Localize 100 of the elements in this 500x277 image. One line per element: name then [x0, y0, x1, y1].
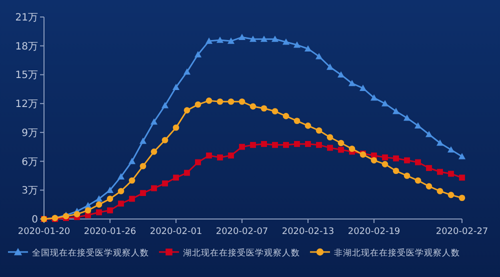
point	[327, 144, 333, 151]
point	[392, 168, 400, 174]
point	[250, 36, 256, 42]
point	[382, 100, 388, 106]
point	[458, 152, 466, 160]
point	[206, 38, 212, 44]
point	[316, 127, 322, 134]
point	[316, 142, 322, 148]
y-tick-label: 21万	[15, 12, 38, 24]
point	[216, 98, 224, 105]
point	[272, 142, 278, 148]
point	[348, 146, 356, 152]
point	[360, 84, 366, 91]
point	[426, 165, 432, 171]
point	[294, 41, 300, 48]
point	[107, 207, 113, 214]
point	[150, 118, 158, 125]
x-tick-label: 2020-02-01	[150, 227, 202, 237]
y-tick-label: 9万	[22, 128, 38, 139]
point	[128, 177, 136, 184]
point	[459, 174, 465, 181]
point	[426, 183, 432, 190]
point	[239, 144, 245, 150]
x-tick-label: 2020-02-27	[436, 227, 488, 237]
y-tick-label: 3万	[22, 186, 38, 197]
point	[172, 84, 180, 90]
y-tick-label: 0	[32, 214, 38, 226]
point	[338, 71, 344, 78]
point	[260, 36, 268, 42]
legend-label: 湖北现在在接受医学观察人数	[183, 248, 300, 258]
point	[294, 140, 300, 147]
point	[228, 98, 234, 105]
y-tick-label: 18万	[15, 41, 38, 52]
point	[128, 158, 136, 164]
point	[106, 186, 114, 193]
point	[162, 180, 168, 186]
point	[118, 173, 124, 180]
point	[370, 94, 378, 101]
point	[250, 142, 256, 148]
point	[338, 146, 344, 153]
point	[140, 138, 146, 144]
legend-label: 全国现在在接受医学观察人数	[32, 248, 149, 258]
point	[206, 98, 212, 104]
x-tick-label: 2020-01-26	[84, 227, 136, 237]
point	[305, 140, 311, 147]
point	[414, 122, 422, 128]
x-tick-label: 2020-02-13	[282, 227, 334, 237]
point	[238, 98, 246, 105]
point	[436, 188, 444, 194]
point	[184, 68, 190, 75]
point	[140, 190, 146, 196]
point	[106, 196, 114, 202]
point	[404, 114, 410, 121]
y-tick-label: 12万	[15, 99, 38, 110]
point	[414, 177, 422, 184]
point	[238, 34, 246, 40]
point	[184, 170, 190, 176]
point	[217, 154, 223, 160]
point	[84, 207, 92, 214]
point	[129, 196, 135, 202]
point	[283, 142, 289, 148]
point	[304, 45, 312, 52]
point	[382, 154, 388, 160]
point	[436, 140, 444, 146]
point	[260, 105, 268, 112]
point	[448, 192, 454, 198]
point	[326, 134, 334, 140]
point	[272, 36, 278, 42]
point	[151, 185, 157, 192]
point	[294, 118, 300, 124]
point	[206, 152, 212, 158]
point	[195, 159, 201, 166]
point	[404, 157, 410, 164]
point	[216, 36, 224, 43]
point	[458, 194, 466, 201]
point	[74, 211, 80, 218]
point	[172, 124, 180, 131]
point	[184, 107, 190, 114]
point	[448, 170, 454, 177]
point	[162, 102, 168, 108]
point	[96, 209, 102, 216]
point	[415, 159, 421, 166]
point	[316, 52, 322, 60]
point	[393, 155, 399, 162]
y-tick-label: 6万	[22, 156, 38, 168]
legend-label: 非湖北现在在接受医学观察人数	[334, 248, 460, 258]
point	[272, 108, 278, 114]
point	[326, 64, 334, 70]
point	[250, 103, 256, 110]
point	[426, 130, 432, 138]
x-tick-label: 2020-01-20	[18, 227, 70, 237]
point	[173, 174, 179, 181]
point	[150, 148, 158, 155]
point	[338, 140, 344, 146]
point	[392, 108, 400, 114]
point	[404, 172, 410, 179]
point	[282, 38, 290, 45]
point	[118, 200, 124, 207]
y-tick-label: 15万	[15, 70, 38, 82]
point	[282, 112, 290, 120]
